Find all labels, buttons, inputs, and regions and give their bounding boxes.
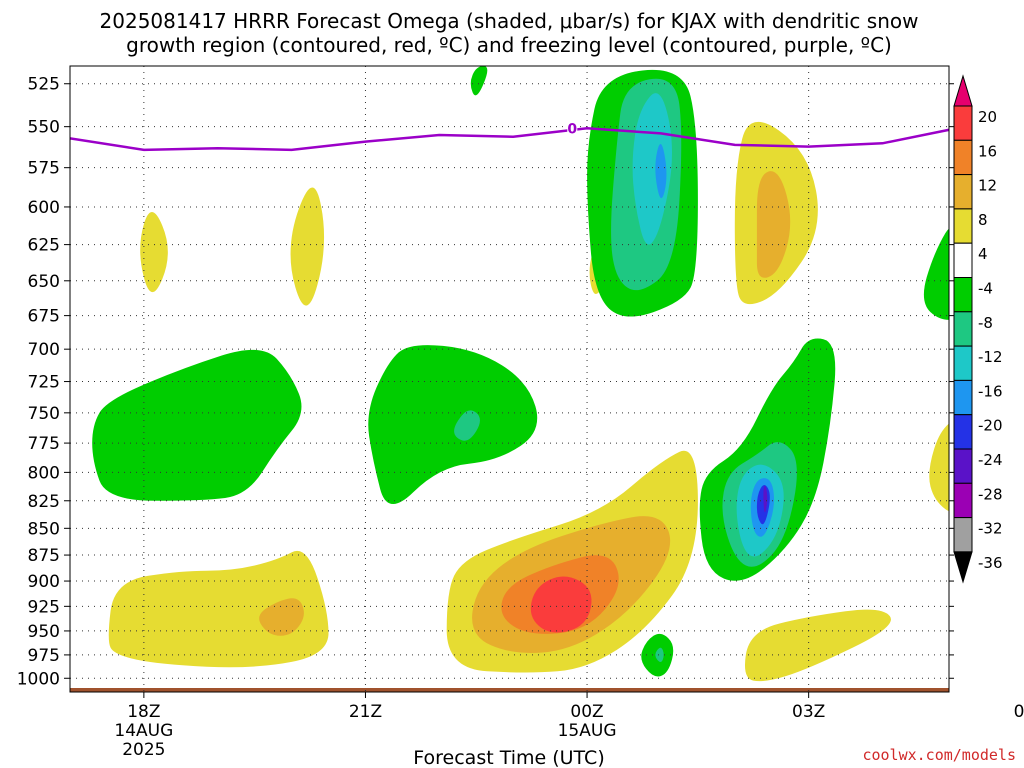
x-axis-ticks: 18Z14AUG202521Z00Z15AUG03Z06Z09Z [114,692,1024,760]
x-tick-label: 03Z [792,702,825,722]
omega-region-pos4 [108,550,329,668]
chart-title-line1: 2025081417 HRRR Forecast Omega (shaded, … [100,9,919,33]
credit-text: coolwx.com/models [862,746,1016,764]
colorbar-box-neg4 [953,277,973,313]
colorbar-label: -12 [978,348,1003,366]
colorbar-box-pos8 [953,174,973,210]
colorbar-box-neg12 [953,345,973,381]
omega-region-pos4 [744,609,891,682]
omega-region-pos8 [259,598,304,636]
colorbar-box-neg32 [953,517,973,553]
colorbar-top-arrow [953,74,973,107]
freezing-level-line [70,127,949,152]
colorbar-box-neg28 [953,482,973,519]
omega-region-pos4 [929,423,949,512]
y-tick-label: 625 [28,236,60,256]
omega-region-neg4 [92,349,302,501]
colorbar-label: -36 [978,554,1003,572]
y-tick-label: 950 [28,622,60,642]
x-tick-label: 18Z [127,702,160,722]
colorbar-label: -4 [978,280,993,298]
omega-region-pos16 [530,576,592,633]
colorbar-box-neg20 [953,414,973,450]
freezing-label-bg [567,121,578,136]
omega-region-neg4 [1008,639,1024,663]
y-tick-label: 775 [28,434,60,454]
y-tick-label: 525 [28,75,60,95]
omega-region-pos4 [140,212,168,293]
x-tick-label: 21Z [349,702,382,722]
x-tick-date: 15AUG [558,721,617,741]
freezing-level-label: 0 [567,121,577,137]
omega-region-neg24 [763,485,768,513]
colorbar-bottom-arrow [953,551,973,584]
omega-region-pos8 [756,171,791,278]
y-axis-ticks: 525 550 575 600 625 650 675 700 725 750 775 800 825 8… [17,75,954,689]
y-tick-label: 900 [28,572,60,592]
y-tick-label: 750 [28,404,60,424]
colorbar-label: -32 [978,520,1003,538]
colorbar-box-pos16 [953,105,973,141]
chart-title-line2: growth region (contoured, red, ºC) and f… [126,33,892,57]
y-tick-label: 1000 [17,669,60,689]
y-tick-label: 875 [28,546,60,566]
omega-region-neg8 [655,647,664,662]
colorbar-label: -28 [978,485,1003,503]
y-tick-label: 700 [28,340,60,360]
x-tick-label: 00Z [570,702,603,722]
x-tick-date: 14AUG [114,721,173,741]
omega-region-neg4 [470,66,488,96]
colorbar-label: 16 [978,142,997,160]
x-axis-label: Forecast Time (UTC) [413,747,604,768]
plot-frame [69,65,950,693]
colorbar-label: 4 [978,245,988,263]
y-tick-label: 975 [28,646,60,666]
y-tick-label: 550 [28,118,60,138]
y-tick-label: 675 [28,307,60,327]
y-tick-label: 650 [28,272,60,292]
omega-region-neg16 [655,144,667,199]
x-tick-label: 06Z [1014,702,1024,722]
grid-lines [70,66,949,692]
colorbar-label: -8 [978,314,993,332]
omega-shaded-regions [70,66,1024,692]
colorbar-box-neg24 [953,448,973,484]
omega-region-pos4 [290,187,325,306]
omega-region-neg4 [923,228,949,320]
colorbar-label: 20 [978,108,997,126]
colorbar-label: 12 [978,177,997,195]
y-tick-label: 800 [28,463,60,483]
ground-strip [70,688,949,692]
colorbar-box-pos4 [953,208,973,244]
omega-region-neg4 [368,345,538,505]
plot-axes [69,65,950,693]
colorbar-label: 8 [978,211,988,229]
y-tick-label: 825 [28,492,60,512]
y-tick-label: 850 [28,519,60,539]
colorbar-label: -16 [978,382,1003,400]
colorbar-box-pos12 [953,139,973,176]
freezing-level-contour: 00 [70,121,949,152]
x-tick-year: 2025 [122,740,165,760]
y-tick-label: 575 [28,159,60,179]
colorbar-legend: 20 16 12 8 4 -4 -8 -12 -16 -20 -24 -28 -32 -36 [953,74,1003,584]
colorbar-label: -20 [978,417,1003,435]
y-tick-label: 725 [28,373,60,393]
y-tick-label: 600 [28,198,60,218]
y-tick-label: 925 [28,597,60,617]
colorbar-box-neg8 [953,311,973,347]
colorbar-box-neg16 [953,379,973,416]
colorbar-box-zero [953,242,973,278]
colorbar-label: -24 [978,451,1003,469]
omega-region-neg8 [454,410,480,441]
